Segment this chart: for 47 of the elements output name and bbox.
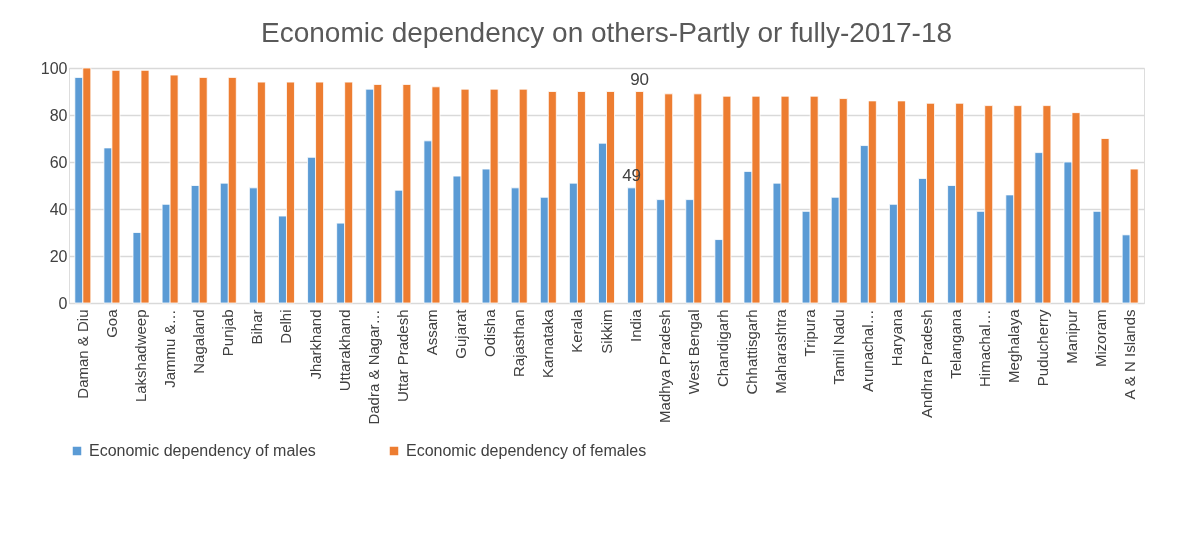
- x-tick-label: Dadra & Nagar…: [364, 309, 382, 425]
- legend-label: Economic dependency of males: [89, 442, 316, 459]
- y-tick-label: 0: [58, 294, 68, 312]
- x-tick-label: Himachal…: [975, 309, 993, 388]
- x-tick-label: Daman & Diu: [73, 309, 91, 399]
- x-tick-label: Rajasthan: [510, 309, 528, 378]
- x-tick-label: Uttarakhand: [335, 309, 353, 392]
- x-tick-label: Chhattisgarh: [742, 309, 760, 395]
- x-tick-label: Arunachal…: [859, 309, 877, 393]
- x-tick-label: Jharkhand: [306, 309, 324, 380]
- x-tick-label: West Bengal: [684, 309, 702, 395]
- x-tick-label: Bihar: [248, 309, 266, 345]
- x-tick-label: Assam: [422, 309, 440, 356]
- x-tick-label: Jammu &…: [161, 309, 179, 388]
- x-tick-label: Nagaland: [190, 309, 208, 374]
- x-tick-label: Tamil Nadu: [830, 309, 848, 385]
- x-tick-label: Chandigarh: [713, 309, 731, 388]
- x-tick-label: Puducherry: [1033, 309, 1051, 387]
- x-tick-label: Andhra Pradesh: [917, 309, 935, 418]
- x-tick-label: Goa: [102, 308, 120, 338]
- x-tick-label: Punjab: [219, 309, 237, 357]
- x-tick-label: Odisha: [481, 308, 499, 358]
- x-tick-label: Maharashtra: [772, 308, 790, 394]
- x-tick-label: Gujarat: [452, 308, 470, 359]
- x-tick-label: Manipur: [1062, 309, 1080, 364]
- x-tick-label: Lakshadweep: [132, 309, 150, 403]
- y-tick-label: 40: [49, 200, 68, 218]
- x-tick-label: Sikkim: [597, 309, 615, 354]
- x-tick-label: Uttar Pradesh: [393, 309, 411, 403]
- y-tick-label: 60: [49, 153, 68, 171]
- x-tick-label: Delhi: [277, 309, 295, 344]
- x-tick-label: Meghalaya: [1004, 308, 1022, 383]
- legend-label: Economic dependency of females: [406, 442, 647, 459]
- x-tick-label: Madhya Pradesh: [655, 309, 673, 423]
- x-tick-label: Karnataka: [539, 308, 557, 378]
- data-label: 90: [630, 69, 650, 89]
- x-tick-label: Telangana: [946, 308, 964, 379]
- x-tick-label: Haryana: [888, 308, 906, 367]
- x-tick-label: Tripura: [801, 308, 819, 357]
- x-tick-label: Kerala: [568, 308, 586, 353]
- chart-title: Economic dependency on others-Partly or fully-2017-18: [260, 17, 953, 48]
- y-tick-label: 20: [49, 247, 68, 265]
- x-tick-label: Mizoram: [1092, 309, 1110, 368]
- x-tick-label: India: [626, 308, 644, 343]
- y-tick-label: 100: [40, 59, 68, 77]
- x-tick-label: A & N Islands: [1121, 309, 1139, 400]
- y-tick-label: 80: [49, 106, 68, 124]
